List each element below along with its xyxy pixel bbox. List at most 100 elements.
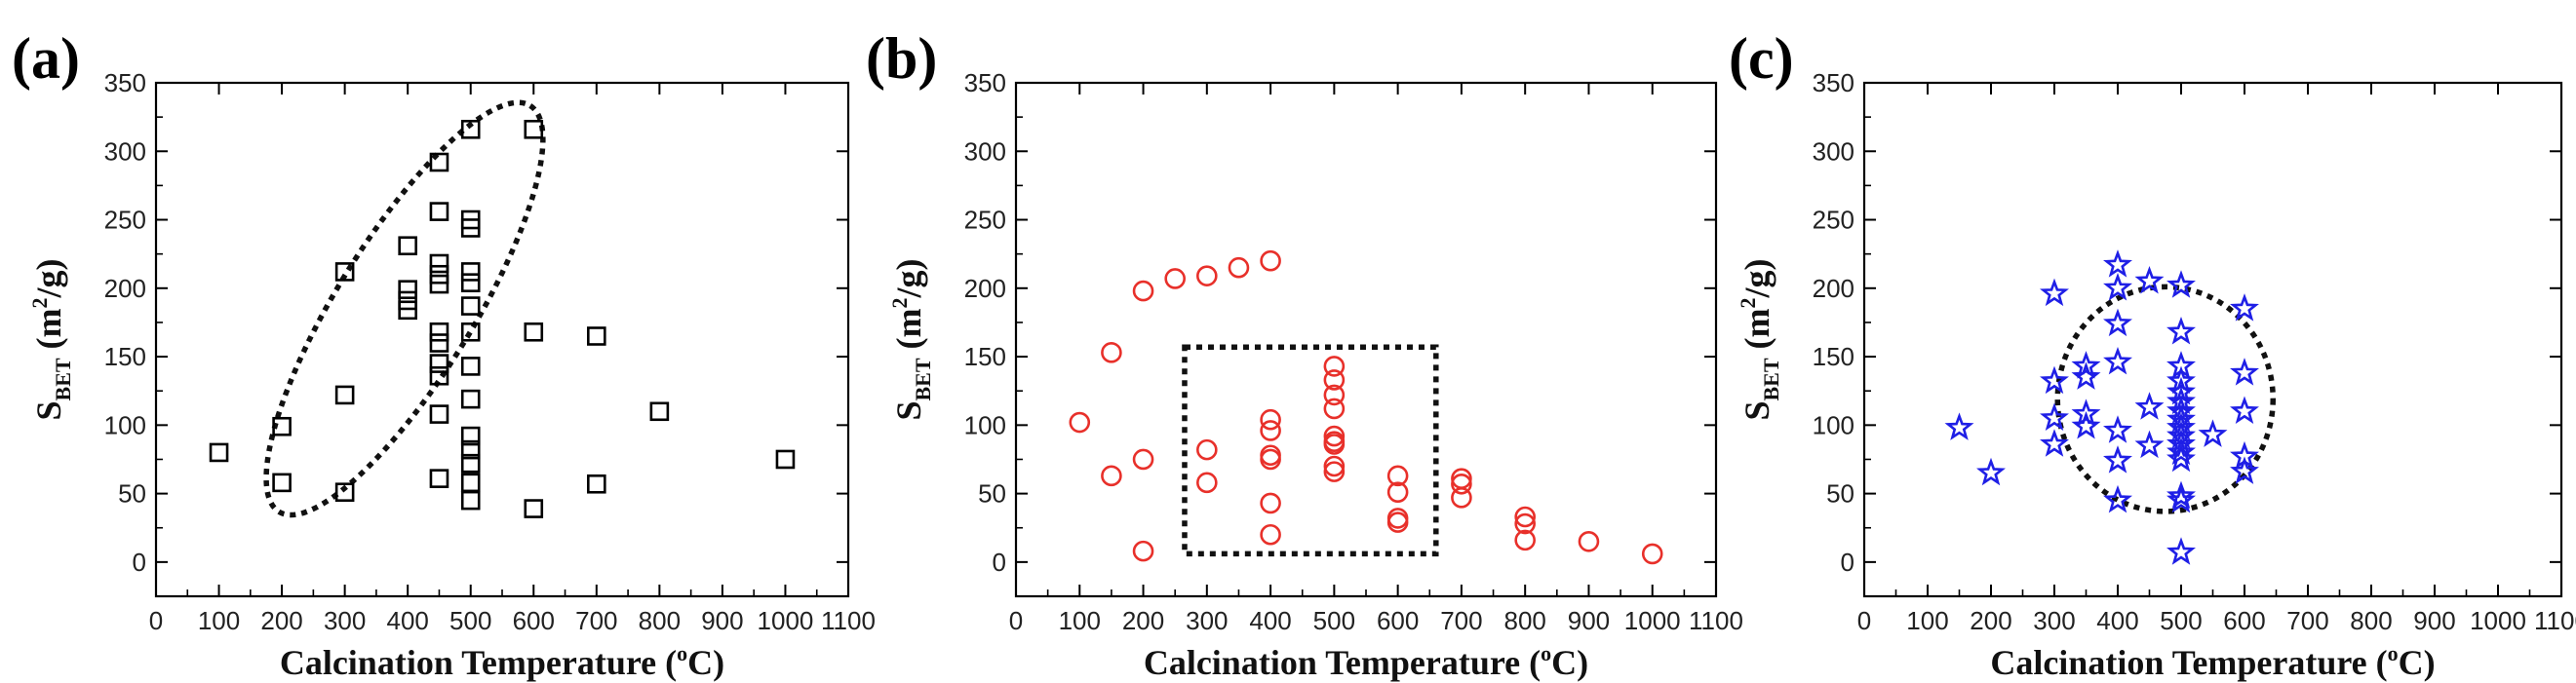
panel-c-point	[2198, 419, 2228, 447]
panel-a-point	[460, 273, 481, 292]
panel-a-point	[460, 296, 481, 316]
panel-b-xtick-label: 400	[1249, 606, 1291, 635]
panel-a-ytick-label: 0	[133, 548, 146, 577]
panel-b-point	[1260, 408, 1281, 431]
panel-a-point	[429, 152, 449, 172]
panel-a-xtick-label: 0	[149, 606, 163, 635]
panel-b-point	[1451, 473, 1472, 495]
panel-b-point	[1196, 472, 1218, 494]
panel-c-ytick-label: 50	[1826, 479, 1854, 509]
panel-b-point	[1386, 465, 1409, 487]
panel-b-xtick-label: 700	[1440, 606, 1482, 635]
panel-b-ylabel: SBET (m2/g)	[887, 258, 935, 420]
panel-b-ytick-label: 100	[964, 410, 1006, 439]
panel-b-point	[1641, 543, 1663, 565]
panel-a-xtick-label: 700	[575, 606, 617, 635]
panel-a-point	[460, 119, 481, 139]
panel-a-ytick-label: 100	[104, 410, 146, 439]
panel-c-xtick-label: 400	[2096, 606, 2138, 635]
panel-a-point	[429, 404, 449, 424]
panel-a-point	[429, 202, 449, 221]
panel-a-point	[460, 262, 481, 282]
panel-b-point	[1132, 280, 1154, 302]
panel-c-xtick-label: 500	[2160, 606, 2202, 635]
panel-b-point	[1196, 438, 1218, 461]
panel-a-point	[460, 439, 481, 460]
panel-b-xtick-label: 500	[1313, 606, 1355, 635]
panel-b-point	[1323, 384, 1346, 406]
panel-c-point	[2166, 443, 2196, 473]
panel-b-xtick-label: 600	[1377, 606, 1419, 635]
panel-c-ytick-label: 350	[1813, 68, 1854, 97]
panel-a: (a) 0 100 200 300 400 500 600 700 800 900 1000 1100…	[12, 26, 876, 682]
panel-c-point	[2040, 429, 2069, 457]
panel-b-xtick-label: 300	[1186, 606, 1228, 635]
panel-a-ytick-label: 200	[104, 274, 146, 303]
panel-c-point	[2166, 317, 2196, 345]
panel-b-ytick-label: 50	[978, 479, 1006, 509]
panel-b-xtick-label: 800	[1503, 606, 1545, 635]
panel-c-ytick-label: 100	[1813, 410, 1854, 439]
panel-a-point	[334, 482, 355, 502]
panel-b-xtick-label: 1100	[1689, 606, 1743, 635]
panel-a-point	[460, 453, 481, 474]
panel-a-point	[524, 499, 544, 518]
panel-c-point	[2103, 249, 2132, 278]
panel-b-point	[1514, 529, 1536, 551]
panel-c-ytick-label: 250	[1813, 206, 1854, 235]
panel-a-point	[429, 469, 449, 488]
panel-b-xtick-label: 100	[1059, 606, 1101, 635]
panel-a-xlabel: Calcination Temperature (oC)	[280, 641, 724, 682]
panel-a-xtick-label: 200	[260, 606, 302, 635]
panel-b-plot-frame	[1014, 81, 1718, 598]
panel-a-point	[398, 280, 417, 300]
panel-c-point	[2103, 445, 2132, 474]
panel-b-point	[1386, 512, 1409, 533]
panel-c-point	[2103, 308, 2132, 337]
panel-b-point	[1451, 487, 1472, 509]
panel-c-point	[2040, 402, 2069, 432]
panel-a-ytick-label: 250	[104, 206, 146, 235]
panel-c-xtick-label: 300	[2033, 606, 2075, 635]
panel-b-point	[1514, 512, 1536, 535]
panel-c-xtick-label: 600	[2223, 606, 2265, 635]
panel-a-xtick-label: 800	[639, 606, 681, 635]
panel-b-outline-rectangle	[1182, 344, 1439, 557]
panel-c-point	[2166, 484, 2196, 513]
panel-c-ylabel: SBET (m2/g)	[1736, 258, 1783, 420]
panel-c-point	[2166, 365, 2196, 395]
panel-b-xtick-label: 900	[1568, 606, 1610, 635]
panel-c-ytick-label: 0	[1841, 548, 1854, 577]
panel-c-point	[2134, 430, 2165, 459]
panel-c-plot-frame	[1862, 81, 2563, 598]
panel-c-point	[2071, 351, 2101, 379]
panel-c-point	[2230, 456, 2259, 484]
panel-a-outline-ellipse	[263, 99, 546, 518]
panel-b-point	[1260, 448, 1281, 471]
panel-c-point	[2166, 270, 2196, 298]
panel-b-point	[1323, 455, 1346, 477]
panel-b-point	[1132, 448, 1154, 471]
panel-c-point	[2166, 436, 2196, 466]
panel-b-point	[1260, 420, 1281, 441]
panel-a-xtick-label: 600	[513, 606, 555, 635]
panel-b-point	[1323, 461, 1346, 482]
panel-c-point	[2166, 537, 2196, 565]
panel-b-point	[1069, 411, 1091, 434]
panel-c-point	[2230, 396, 2259, 425]
panel-a-point	[460, 473, 481, 493]
panel-c-xtick-label: 800	[2350, 606, 2392, 635]
panel-a-xtick-label: 500	[449, 606, 491, 635]
panel-c-xlabel: Calcination Temperature (oC)	[1990, 641, 2435, 682]
panel-a-point	[272, 416, 292, 436]
panel-b-point	[1260, 249, 1281, 272]
panel-c-point	[2230, 358, 2259, 386]
panel-a-ytick-label: 50	[118, 479, 146, 509]
panel-b-point	[1386, 508, 1409, 529]
panel-a-point	[460, 389, 481, 409]
panel-b-label: (b)	[866, 26, 937, 91]
panel-b-point	[1323, 398, 1346, 420]
panel-a-xtick-label: 400	[386, 606, 428, 635]
panel-b-xtick-label: 200	[1122, 606, 1164, 635]
panel-c-point	[2071, 398, 2101, 427]
